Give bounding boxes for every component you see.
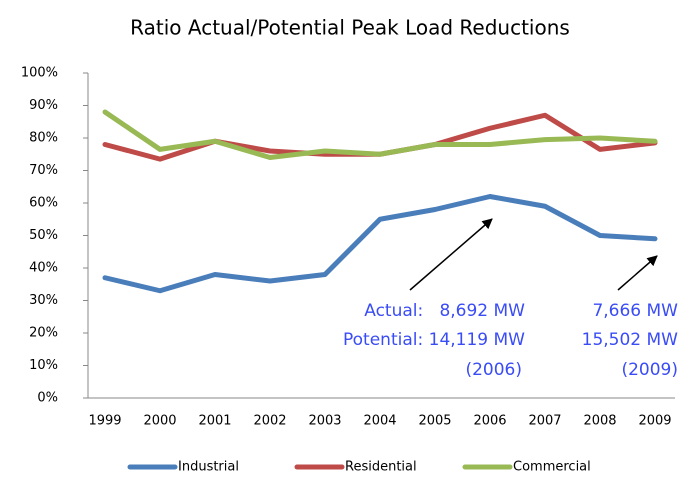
y-tick-label: 20%	[29, 326, 58, 341]
y-tick-label: 70%	[29, 163, 58, 178]
y-tick-label: 60%	[29, 196, 58, 211]
x-tick-label: 1999	[88, 414, 121, 429]
annotation: Actual: 8,692 MW	[364, 301, 525, 321]
y-tick-label: 90%	[29, 98, 58, 113]
y-tick-label: 100%	[21, 66, 58, 81]
y-tick-label: 80%	[29, 131, 58, 146]
x-tick-label: 2008	[583, 414, 616, 429]
y-tick-label: 40%	[29, 261, 58, 276]
x-tick-label: 2007	[528, 414, 561, 429]
x-tick-label: 2009	[638, 414, 671, 429]
x-tick-label: 2006	[473, 414, 506, 429]
chart-title: Ratio Actual/Potential Peak Load Reducti…	[130, 16, 570, 40]
annotation: 15,502 MW	[582, 330, 679, 350]
arrow	[409, 218, 493, 291]
y-tick-label: 0%	[37, 391, 58, 406]
y-tick-label: 10%	[29, 358, 58, 373]
x-tick-label: 2001	[198, 414, 231, 429]
series-line	[102, 194, 658, 294]
y-tick-label: 30%	[29, 293, 58, 308]
arrow	[617, 255, 658, 291]
legend-label: Residential	[345, 460, 417, 475]
x-tick-label: 2003	[308, 414, 341, 429]
legend-label: Commercial	[513, 460, 591, 475]
x-tick-label: 2004	[363, 414, 396, 429]
x-tick-label: 2002	[253, 414, 286, 429]
x-tick-label: 2000	[143, 414, 176, 429]
annotation: (2006)	[465, 360, 522, 380]
x-tick-label: 2005	[418, 414, 451, 429]
series-line	[102, 109, 658, 160]
legend-label: Industrial	[178, 460, 239, 475]
y-tick-label: 50%	[29, 228, 58, 243]
annotation: (2009)	[621, 360, 678, 380]
annotation: 7,666 MW	[592, 301, 678, 321]
annotation: Potential: 14,119 MW	[343, 330, 525, 350]
